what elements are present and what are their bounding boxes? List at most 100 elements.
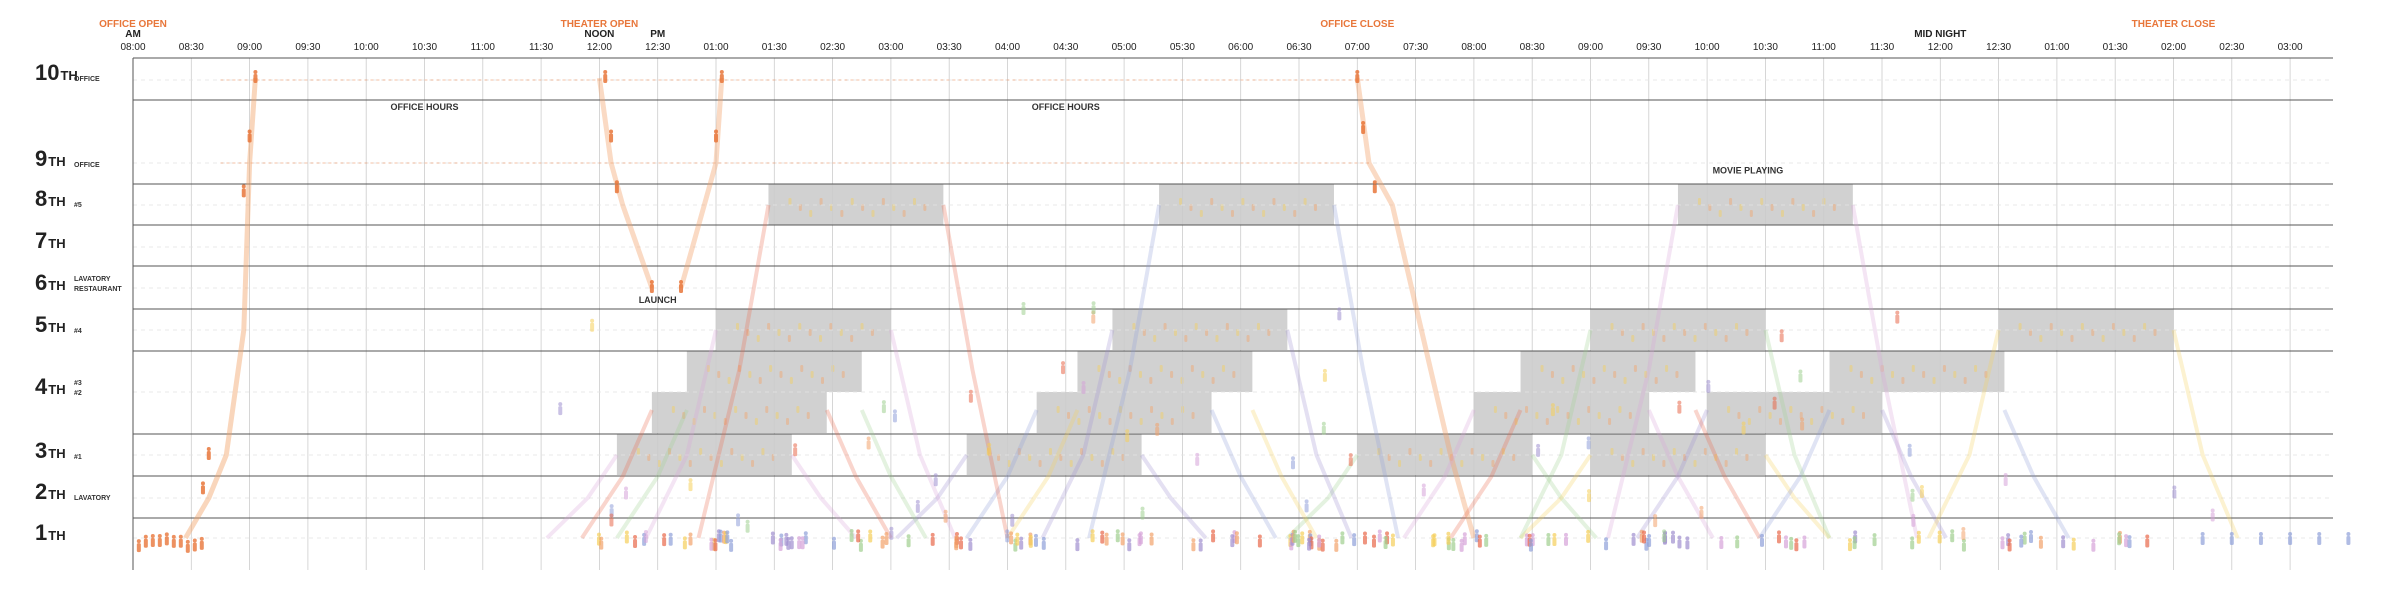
time-tick-label: 08:30 — [1520, 42, 1545, 53]
seated-audience-mark — [682, 412, 686, 419]
person-mark — [2145, 538, 2150, 548]
seated-audience-mark — [2122, 329, 2126, 336]
person-mark — [1798, 369, 1803, 374]
person-mark — [1317, 538, 1322, 548]
seated-audience-mark — [671, 406, 675, 413]
seated-audience-mark — [1654, 377, 1658, 384]
seated-audience-mark — [1556, 406, 1560, 413]
person-mark — [1019, 540, 1024, 550]
person-mark — [609, 129, 614, 134]
person-mark — [1677, 400, 1682, 405]
person-mark — [1852, 536, 1857, 541]
person-mark — [1431, 534, 1436, 539]
seated-audience-mark — [779, 371, 783, 378]
seated-audience-mark — [1256, 323, 1260, 330]
seated-audience-mark — [1911, 365, 1915, 372]
seated-audience-mark — [647, 454, 651, 461]
floor-sublabel: RESTAURANT — [74, 286, 122, 293]
seated-audience-mark — [1159, 365, 1163, 372]
seated-audience-mark — [1028, 454, 1032, 461]
seated-audience-mark — [1932, 377, 1936, 384]
seated-audience-mark — [1724, 335, 1728, 342]
person-mark — [185, 539, 190, 544]
movement-flow — [888, 329, 957, 539]
person-mark — [725, 530, 730, 535]
annotation-label: MOVIE PLAYING — [1713, 166, 1784, 176]
person-mark — [1872, 537, 1877, 547]
person-mark — [1028, 534, 1033, 539]
person-mark — [633, 535, 638, 540]
screening-block — [1998, 309, 2174, 350]
person-mark — [881, 404, 886, 414]
person-mark — [1779, 333, 1784, 343]
person-mark — [1961, 526, 1966, 531]
person-mark — [880, 535, 885, 540]
movement-flow — [2171, 329, 2240, 539]
person-mark — [1677, 535, 1682, 540]
person-mark — [1907, 443, 1912, 448]
seated-audience-mark — [1215, 335, 1219, 342]
person-mark — [770, 531, 775, 536]
person-mark — [797, 536, 802, 541]
person-mark — [1653, 514, 1658, 519]
person-mark — [889, 530, 894, 540]
seated-audience-mark — [723, 418, 727, 425]
time-tick-label: 10:30 — [1753, 42, 1778, 53]
movement-flow — [2002, 409, 2071, 539]
seated-audience-mark — [1150, 406, 1154, 413]
seated-audience-mark — [1703, 323, 1707, 330]
seated-audience-mark — [2028, 329, 2032, 336]
person-mark — [2172, 485, 2177, 490]
seated-audience-mark — [1592, 377, 1596, 384]
person-mark — [1191, 542, 1196, 552]
seated-audience-mark — [1652, 454, 1656, 461]
seated-audience-mark — [1727, 406, 1731, 413]
seated-audience-mark — [1408, 448, 1412, 455]
person-mark — [1355, 70, 1360, 74]
person-mark — [1852, 540, 1857, 550]
seated-audience-mark — [1470, 448, 1474, 455]
person-mark — [1777, 530, 1782, 535]
seated-audience-mark — [1149, 377, 1153, 384]
person-mark — [968, 537, 973, 542]
person-mark — [2124, 538, 2129, 548]
person-mark — [1320, 538, 1325, 543]
person-mark — [1352, 533, 1357, 538]
am-label: AM — [125, 29, 141, 40]
seated-audience-mark — [819, 198, 823, 205]
person-mark — [1091, 301, 1096, 306]
pm-label: PM — [650, 29, 665, 40]
person-mark — [1100, 534, 1105, 544]
seated-audience-mark — [870, 329, 874, 336]
seated-audience-mark — [1241, 198, 1245, 205]
time-tick-label: 01:30 — [2103, 42, 2128, 53]
person-mark — [1355, 74, 1360, 83]
seated-audience-mark — [1460, 460, 1464, 467]
movement-flow — [859, 409, 928, 539]
seated-audience-mark — [1613, 371, 1617, 378]
person-mark — [1919, 485, 1924, 490]
person-mark — [1385, 531, 1390, 536]
seated-audience-mark — [829, 323, 833, 330]
seated-audience-mark — [1566, 412, 1570, 419]
person-mark — [1719, 535, 1724, 540]
seated-audience-mark — [1220, 204, 1224, 211]
time-tick-label: 09:00 — [237, 42, 262, 53]
seated-audience-mark — [902, 210, 906, 217]
person-mark — [1794, 542, 1799, 552]
seated-audience-mark — [1708, 204, 1712, 211]
seated-audience-mark — [1194, 323, 1198, 330]
seated-audience-mark — [754, 418, 758, 425]
person-mark — [2003, 477, 2008, 487]
person-mark — [1211, 529, 1216, 534]
event-label: THEATER OPEN — [561, 19, 639, 30]
seated-audience-mark — [1675, 371, 1679, 378]
person-mark — [933, 473, 938, 478]
floor-sublabel: LAVATORY — [74, 276, 111, 283]
seated-audience-mark — [1620, 329, 1624, 336]
seated-audience-mark — [1111, 448, 1115, 455]
person-mark — [1546, 536, 1551, 546]
person-mark — [2258, 532, 2263, 536]
seated-audience-mark — [1760, 198, 1764, 205]
seated-audience-mark — [692, 418, 696, 425]
